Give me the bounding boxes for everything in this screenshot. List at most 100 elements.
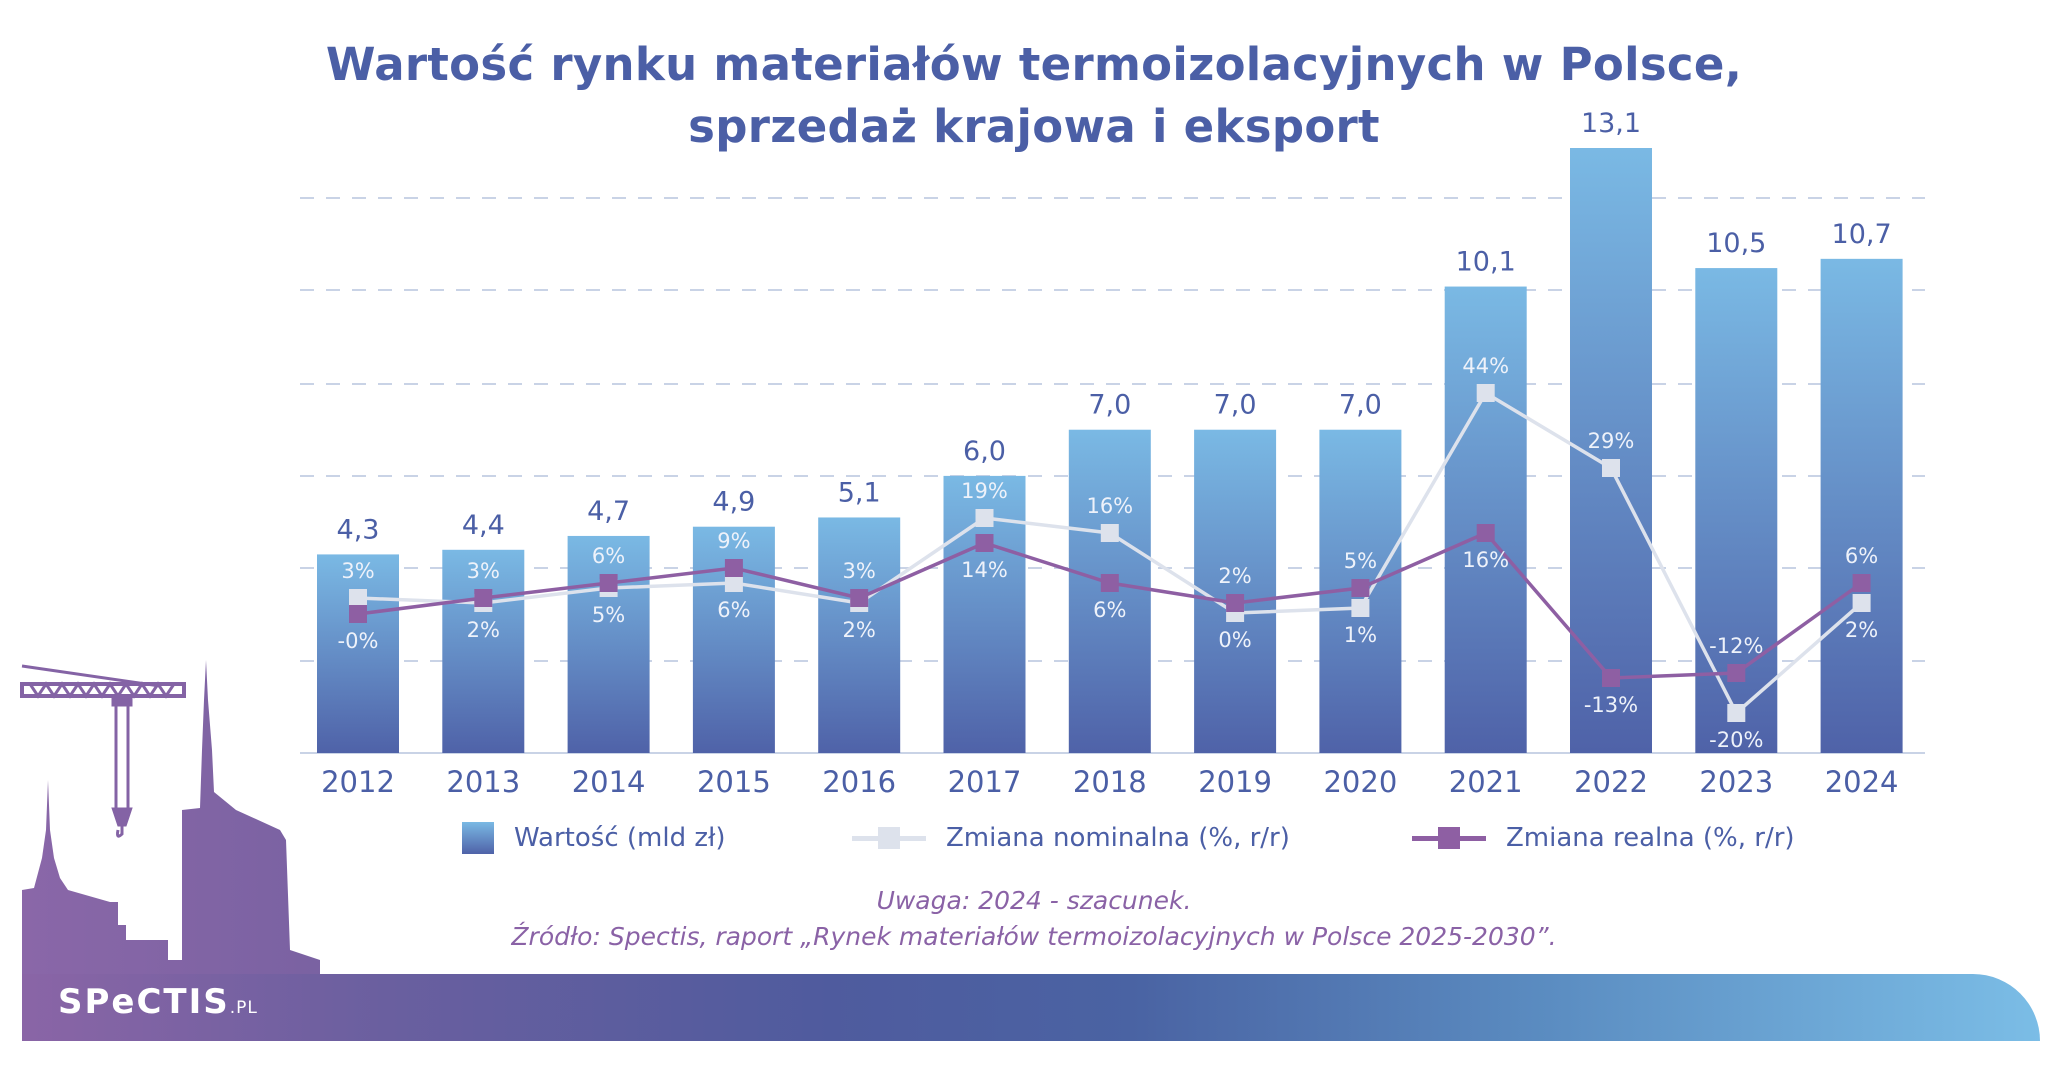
x-tick-label: 2024 (1825, 765, 1899, 799)
city-skyline-illustration (20, 660, 320, 980)
real-marker (1476, 524, 1495, 542)
real-value-label: 3% (843, 559, 876, 583)
legend-label-value: Wartość (mld zł) (514, 823, 726, 853)
nominal-value-label: 19% (961, 479, 1008, 503)
bar-value-label: 7,0 (1214, 390, 1257, 421)
real-marker (599, 574, 618, 592)
real-value-label: -13% (1584, 693, 1638, 717)
real-value-label: 6% (592, 544, 625, 568)
bar-2021 (1444, 286, 1527, 753)
x-tick-label: 2022 (1574, 765, 1648, 799)
real-value-label: -0% (338, 629, 379, 653)
x-tick-label: 2012 (321, 765, 395, 799)
real-marker (1727, 664, 1746, 682)
real-value-label: 5% (1344, 549, 1377, 573)
nominal-value-label: 1% (1344, 623, 1377, 647)
nominal-line-marker-icon (852, 822, 926, 854)
bar-value-label: 4,7 (587, 496, 630, 527)
real-value-label: 9% (717, 529, 750, 553)
real-marker (724, 559, 743, 577)
x-tick-label: 2013 (446, 765, 520, 799)
note-remark: Uwaga: 2024 - szacunek. (876, 886, 1192, 915)
legend-item-real: Zmiana realna (%, r/r) (1412, 818, 1795, 858)
x-tick-label: 2017 (948, 765, 1022, 799)
bar-2024 (1820, 258, 1903, 753)
crane-icon (20, 664, 186, 838)
real-marker (1602, 669, 1620, 687)
nominal-value-label: 3% (341, 559, 374, 583)
logo-name: SPeCTIS (58, 982, 230, 1022)
bar-value-label: 6,0 (963, 436, 1006, 467)
real-value-label: 6% (1093, 598, 1126, 622)
x-tick-label: 2021 (1449, 765, 1523, 799)
nominal-marker (1602, 459, 1620, 477)
legend: Wartość (mld zł) Zmiana nominalna (%, r/… (0, 818, 2068, 858)
note-source: Źródło: Spectis, raport „Rynek materiałó… (511, 922, 1557, 951)
chart-title-line1: Wartość rynku materiałów termoizolacyjny… (325, 38, 1743, 91)
real-value-label: 6% (1845, 544, 1878, 568)
bar-value-label: 10,7 (1832, 219, 1892, 250)
nominal-marker (1727, 704, 1746, 722)
chart-title: Wartość rynku materiałów termoizolacyjny… (0, 34, 2068, 158)
real-marker (1226, 594, 1245, 612)
nominal-value-label: 2% (467, 618, 500, 642)
nominal-marker (724, 574, 743, 592)
x-tick-label: 2015 (697, 765, 771, 799)
x-tick-label: 2014 (572, 765, 646, 799)
real-marker (850, 589, 869, 607)
nominal-value-label: 2% (1845, 618, 1878, 642)
real-marker (1351, 579, 1370, 597)
real-marker (349, 605, 367, 623)
nominal-marker (1100, 524, 1119, 542)
bar-value-label: 4,9 (712, 487, 755, 518)
bar-value-label: 10,5 (1706, 228, 1766, 259)
bar-2016 (818, 517, 901, 753)
legend-label-nominal: Zmiana nominalna (%, r/r) (946, 823, 1290, 853)
real-line-marker-icon (1412, 822, 1486, 854)
logo-suffix: .PL (229, 998, 258, 1018)
nominal-value-label: 16% (1086, 494, 1133, 518)
nominal-marker (975, 509, 994, 527)
real-marker (975, 534, 994, 552)
bar-value-label: 4,4 (462, 510, 505, 541)
real-value-label: -12% (1709, 634, 1763, 658)
real-value-label: 3% (467, 559, 500, 583)
nominal-value-label: 29% (1588, 429, 1635, 453)
bar-2014 (567, 535, 650, 753)
nominal-value-label: 2% (843, 618, 876, 642)
nominal-marker (1852, 594, 1871, 612)
real-marker (474, 589, 493, 607)
bar-value-label: 13,1 (1581, 108, 1641, 139)
legend-item-value: Wartość (mld zł) (462, 818, 726, 858)
x-tick-label: 2020 (1323, 765, 1397, 799)
bar-swatch-icon (462, 822, 494, 854)
x-tick-label: 2019 (1198, 765, 1272, 799)
real-value-label: 2% (1218, 564, 1251, 588)
x-tick-label: 2016 (822, 765, 896, 799)
spectis-logo: SPeCTIS.PL (58, 982, 258, 1022)
bar-2019 (1194, 429, 1277, 753)
x-tick-label: 2023 (1699, 765, 1773, 799)
bar-value-label: 7,0 (1339, 390, 1382, 421)
bar-2013 (442, 549, 525, 753)
legend-item-nominal: Zmiana nominalna (%, r/r) (852, 818, 1290, 858)
real-value-label: 14% (961, 558, 1008, 582)
footer-gradient-band (22, 974, 2040, 1041)
nominal-value-label: 6% (717, 598, 750, 622)
nominal-marker (349, 589, 367, 607)
bar-value-label: 5,1 (838, 477, 881, 508)
chart-title-line2: sprzedaż krajowa i eksport (688, 100, 1380, 153)
nominal-value-label: -20% (1709, 728, 1763, 752)
buildings-icon (22, 660, 320, 980)
nominal-value-label: 5% (592, 603, 625, 627)
nominal-marker (1351, 599, 1370, 617)
legend-label-real: Zmiana realna (%, r/r) (1506, 823, 1795, 853)
bar-value-label: 10,1 (1456, 247, 1516, 278)
x-tick-label: 2018 (1073, 765, 1147, 799)
real-value-label: 16% (1462, 548, 1509, 572)
nominal-value-label: 0% (1218, 628, 1251, 652)
bar-value-label: 4,3 (337, 514, 380, 545)
real-marker (1100, 574, 1119, 592)
nominal-value-label: 44% (1462, 354, 1509, 378)
